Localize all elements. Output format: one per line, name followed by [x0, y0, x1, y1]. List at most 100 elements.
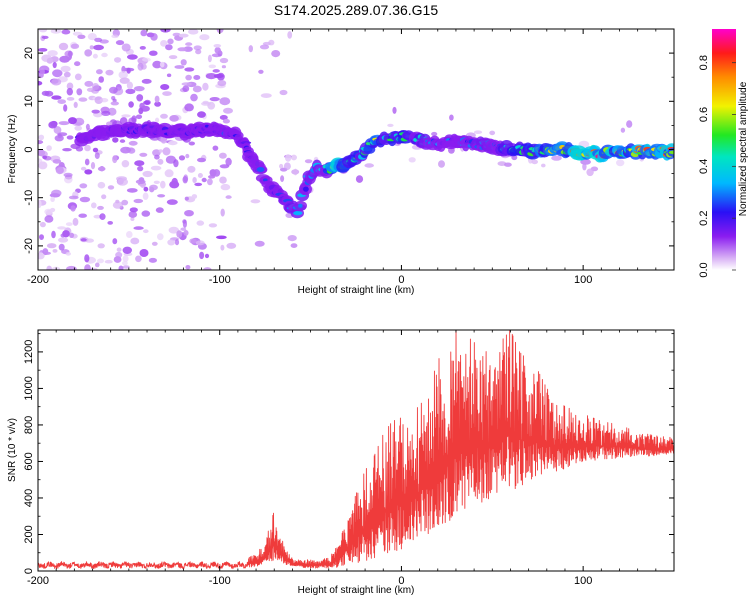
- spectrogram-noise-blob: [38, 48, 48, 52]
- spectrogram-y-axis-label: Frequency (Hz): [7, 115, 18, 184]
- spectrogram-ridge-core: [668, 150, 674, 155]
- spectrogram-noise-blob: [158, 149, 163, 153]
- spectrogram-noise-blob: [580, 159, 591, 165]
- spectrogram-noise-blob: [116, 247, 122, 252]
- spectrogram-noise-blob: [489, 130, 496, 136]
- spectrogram-noise-blob: [97, 243, 105, 249]
- spectrogram-noise-blob: [42, 155, 48, 160]
- spectrogram-noise-blob: [150, 165, 162, 171]
- spectrogram-noise-blob: [212, 69, 220, 73]
- spectrogram-noise-blob: [50, 196, 55, 202]
- spectrogram-noise-blob: [431, 131, 438, 137]
- x-tick-label: 0: [398, 575, 404, 587]
- spectrogram-noise-blob: [139, 249, 149, 257]
- spectrogram-noise-blob: [169, 180, 180, 189]
- spectrogram-noise-blob: [209, 169, 217, 177]
- spectrogram-noise-blob: [185, 265, 191, 270]
- spectrogram-noise-blob: [259, 44, 270, 50]
- spectrogram-noise-blob: [50, 207, 56, 213]
- spectrogram-noise-blob: [148, 257, 157, 263]
- spectrogram-noise-blob: [182, 176, 188, 184]
- y-tick-label: -10: [23, 190, 35, 206]
- spectrogram-noise-blob: [152, 60, 162, 69]
- spectrogram-noise-blob: [39, 67, 45, 76]
- spectrogram-noise-blob: [193, 75, 201, 80]
- spectrogram-noise-blob: [99, 213, 106, 221]
- spectrogram-noise-blob: [135, 114, 143, 120]
- spectrogram-noise-blob: [408, 157, 416, 163]
- spectrogram-noise-blob: [248, 45, 253, 53]
- spectrogram-noise-blob: [97, 181, 106, 189]
- spectrogram-heatmap: [38, 29, 674, 270]
- spectrogram-noise-blob: [160, 180, 166, 189]
- spectrogram-noise-blob: [92, 53, 98, 59]
- spectrogram-noise-blob: [130, 237, 140, 245]
- colorbar-tick-label: 0.6: [698, 107, 710, 122]
- spectrogram-noise-blob: [66, 97, 75, 101]
- spectrogram-noise-blob: [58, 243, 65, 251]
- spectrogram-noise-blob: [438, 160, 445, 168]
- spectrogram-noise-blob: [54, 135, 64, 142]
- spectrogram-noise-blob: [182, 219, 187, 228]
- spectrogram-noise-blob: [44, 215, 54, 223]
- x-tick-label: 0: [398, 274, 404, 286]
- spectrogram-noise-blob: [164, 169, 174, 178]
- spectrogram-noise-blob: [226, 242, 237, 249]
- spectrogram-noise-blob: [74, 125, 82, 131]
- spectrogram-noise-blob: [201, 101, 211, 106]
- spectrogram-noise-blob: [180, 227, 187, 231]
- snr-y-axis-label: SNR (10 * v/v): [7, 418, 18, 482]
- spectrogram-noise-blob: [185, 153, 190, 159]
- spectrogram-noise-blob: [268, 39, 275, 46]
- spectrogram-noise-blob: [620, 127, 626, 133]
- spectrogram-noise-blob: [178, 33, 189, 38]
- colorbar-ticks: 0.0 0.2 0.4 0.6 0.8: [698, 55, 736, 278]
- spectrogram-noise-blob: [85, 123, 90, 130]
- spectrogram-noise-blob: [221, 65, 226, 69]
- spectrogram-noise-blob: [449, 114, 454, 121]
- y-tick-label: 200: [23, 525, 35, 543]
- spectrogram-noise-blob: [79, 183, 88, 189]
- spectrogram-noise-blob: [152, 149, 161, 157]
- spectrogram-noise-blob: [551, 155, 562, 161]
- spectrogram-noise-blob: [90, 162, 96, 170]
- spectrogram-noise-blob: [66, 135, 74, 140]
- spectrogram-noise-blob: [112, 238, 118, 245]
- spectrogram-noise-blob: [586, 168, 594, 177]
- spectrogram-noise-blob: [38, 29, 48, 33]
- spectrogram-noise-blob: [76, 88, 83, 96]
- spectrogram-noise-blob: [48, 121, 58, 129]
- spectrogram-noise-blob: [473, 130, 483, 134]
- spectrogram-noise-blob: [144, 99, 151, 106]
- spectrogram-noise-blob: [75, 146, 84, 152]
- spectrogram-noise-blob: [287, 31, 293, 39]
- spectrogram-noise-blob: [134, 160, 145, 167]
- spectrogram-noise-blob: [107, 185, 115, 190]
- spectrogram-noise-blob: [184, 210, 194, 217]
- spectrogram-noise-blob: [66, 87, 74, 96]
- y-tick-label: 1000: [23, 376, 35, 400]
- spectrogram-noise-blob: [126, 231, 133, 238]
- spectrogram-noise-blob: [63, 172, 73, 178]
- spectrogram-noise-blob: [105, 69, 114, 76]
- spectrogram-noise-blob: [260, 93, 272, 98]
- spectrogram-noise-blob: [184, 67, 195, 72]
- spectrogram-noise-blob: [207, 178, 213, 186]
- spectrogram-noise-blob: [38, 252, 45, 260]
- spectrogram-noise-blob: [188, 141, 195, 146]
- spectrogram-noise-blob: [139, 46, 146, 50]
- spectrogram-noise-blob: [155, 117, 160, 123]
- spectrogram-noise-blob: [392, 106, 397, 114]
- spectrogram-noise-blob: [38, 80, 43, 86]
- colorbar-tick-label: 0.8: [698, 55, 710, 70]
- spectrogram-noise-blob: [160, 136, 167, 144]
- spectrogram-x-axis-label: Height of straight line (km): [298, 285, 415, 296]
- spectrogram-noise-blob: [184, 196, 189, 201]
- spectrogram-noise-blob: [121, 43, 131, 52]
- spectrogram-noise-blob: [101, 110, 111, 116]
- spectrogram-noise-blob: [94, 96, 103, 104]
- chart-title: S174.2025.289.07.36.G15: [274, 2, 438, 18]
- spectrogram-noise-blob: [96, 69, 103, 75]
- spectrogram-noise-blob: [61, 29, 71, 35]
